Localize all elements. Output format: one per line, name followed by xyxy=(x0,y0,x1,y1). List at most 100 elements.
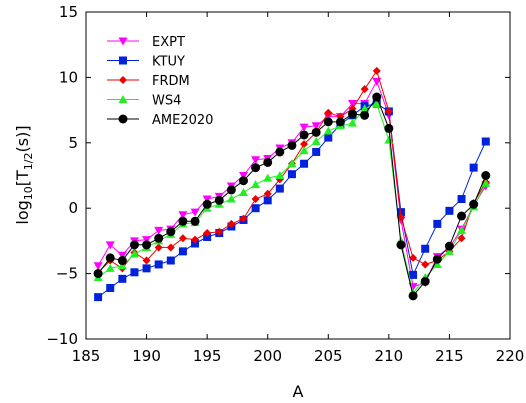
data-point-ws4 xyxy=(287,159,297,168)
data-point-frdm xyxy=(396,213,405,222)
data-point-ame2020 xyxy=(384,123,394,133)
data-point-expt xyxy=(348,100,358,109)
legend-label-frdm: FRDM xyxy=(152,74,190,89)
x-tick-label: 220 xyxy=(496,347,525,365)
data-point-ws4 xyxy=(372,99,382,108)
data-point-frdm xyxy=(409,253,418,262)
data-point-ame2020 xyxy=(420,276,430,286)
data-point-ws4 xyxy=(384,135,394,144)
x-tick-label: 205 xyxy=(314,347,343,365)
legend-marker-ame2020 xyxy=(118,114,128,124)
data-point-ktuy xyxy=(324,133,333,142)
data-point-ame2020 xyxy=(396,240,406,250)
y-tick-label: 0 xyxy=(68,199,78,217)
data-point-ktuy xyxy=(481,137,490,146)
data-point-ktuy xyxy=(396,208,405,217)
data-point-ame2020 xyxy=(444,241,454,251)
x-tick-label: 210 xyxy=(375,347,404,365)
data-point-ktuy xyxy=(263,196,272,205)
data-point-ktuy xyxy=(275,184,284,193)
data-point-frdm xyxy=(263,189,272,198)
data-point-ktuy xyxy=(445,206,454,215)
data-point-frdm xyxy=(227,219,236,228)
data-point-ws4 xyxy=(323,126,333,135)
ticks-layer: 185 190 195 200 205 210 215 220 −10 −5 0 5 10 15 xyxy=(46,3,524,365)
data-point-frdm xyxy=(239,214,248,223)
data-point-ws4 xyxy=(481,178,491,187)
legend-marker-expt xyxy=(118,37,128,46)
data-point-ame2020 xyxy=(311,127,321,137)
series-ame2020 xyxy=(93,92,491,301)
y-tick-label: −5 xyxy=(56,265,78,283)
data-point-ktuy xyxy=(287,170,296,179)
legend-label-expt: EXPT xyxy=(152,35,185,50)
y-axis-label: log10[T1/2(s)] xyxy=(13,125,35,224)
data-point-frdm xyxy=(372,66,381,75)
data-point-expt xyxy=(142,236,152,245)
legend-item-frdm: FRDM xyxy=(107,74,190,89)
data-point-expt xyxy=(190,208,200,217)
series-ws4 xyxy=(93,99,491,297)
x-tick-label: 185 xyxy=(72,347,101,365)
data-point-expt xyxy=(202,195,212,204)
data-point-ame2020 xyxy=(275,147,285,157)
data-point-frdm xyxy=(142,256,151,265)
data-point-expt xyxy=(323,113,333,122)
data-point-ws4 xyxy=(311,136,321,145)
legend-item-ws4: WS4 xyxy=(107,94,181,109)
y-axis-label-tail: (s)] xyxy=(13,125,32,152)
data-point-ame2020 xyxy=(251,163,261,173)
data-point-ktuy xyxy=(433,219,442,228)
data-point-ame2020 xyxy=(299,130,309,140)
data-point-expt xyxy=(154,226,164,235)
data-point-ame2020 xyxy=(202,199,212,209)
data-point-expt xyxy=(251,156,261,165)
series-expt xyxy=(93,77,491,292)
data-point-ws4 xyxy=(360,104,370,113)
data-point-ws4 xyxy=(117,261,127,270)
data-point-ktuy xyxy=(106,283,115,292)
data-point-ame2020 xyxy=(93,269,103,279)
data-point-frdm xyxy=(384,107,393,116)
data-point-ws4 xyxy=(457,225,467,234)
legend: EXPT KTUY FRDM WS4 AME2020 xyxy=(107,35,213,128)
data-point-expt xyxy=(93,262,103,271)
data-point-ktuy xyxy=(421,244,430,253)
data-point-frdm xyxy=(191,235,200,244)
data-point-ws4 xyxy=(444,246,454,255)
data-point-ame2020 xyxy=(105,253,115,263)
data-point-ktuy xyxy=(251,204,260,213)
data-point-ame2020 xyxy=(372,92,382,102)
data-point-ame2020 xyxy=(323,117,333,127)
y-axis-label-log: log xyxy=(13,200,32,224)
data-point-ame2020 xyxy=(457,211,467,221)
data-point-frdm xyxy=(166,243,175,252)
data-point-ws4 xyxy=(226,194,236,203)
plot-frame xyxy=(85,11,511,340)
series-layer xyxy=(93,66,491,302)
data-point-frdm xyxy=(251,195,260,204)
data-point-ame2020 xyxy=(469,199,479,209)
data-point-ame2020 xyxy=(214,195,224,205)
data-point-frdm xyxy=(300,140,309,149)
data-point-ame2020 xyxy=(129,240,139,250)
data-point-expt xyxy=(299,123,309,132)
y-tick-label: 5 xyxy=(68,134,78,152)
data-point-ame2020 xyxy=(178,216,188,226)
data-point-frdm xyxy=(154,243,163,252)
data-point-ame2020 xyxy=(238,176,248,186)
data-point-ktuy xyxy=(118,274,127,283)
data-point-ws4 xyxy=(299,146,309,155)
data-point-ktuy xyxy=(154,260,163,269)
x-tick-label: 200 xyxy=(253,347,282,365)
data-point-ws4 xyxy=(105,263,115,272)
legend-marker-frdm xyxy=(119,76,127,84)
data-point-ws4 xyxy=(251,180,261,189)
data-point-ktuy xyxy=(130,268,139,277)
data-point-ame2020 xyxy=(117,256,127,266)
y-tick-label: −10 xyxy=(46,330,78,348)
data-point-ame2020 xyxy=(335,117,345,127)
data-point-ktuy xyxy=(457,195,466,204)
data-point-frdm xyxy=(203,229,212,238)
data-point-ws4 xyxy=(238,188,248,197)
